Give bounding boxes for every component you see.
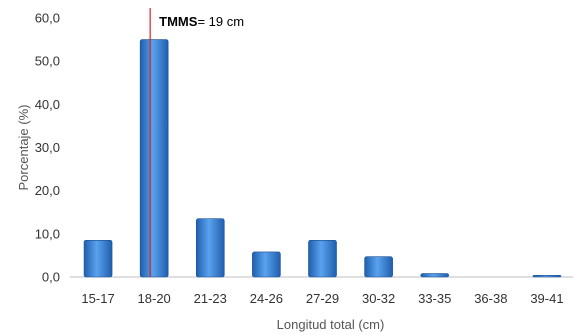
bar-30-32	[364, 256, 393, 278]
x-axis-tick-labels: 15-17 18-20 21-23 24-26 27-29 30-32 33-35 36-38…	[81, 291, 563, 306]
bar-24-26	[252, 251, 281, 278]
bar-33-35	[420, 273, 450, 278]
x-axis-title: Longitud total (cm)	[277, 317, 385, 332]
y-tick-label: 60,0	[35, 11, 60, 26]
x-tick-label: 21-23	[194, 291, 227, 306]
x-tick-label: 33-35	[418, 291, 451, 306]
tmms-annotation: TMMS= 19 cm	[159, 14, 244, 29]
bar-27-29	[308, 240, 337, 278]
y-tick-label: 30,0	[35, 140, 60, 155]
bar-18-20	[139, 39, 169, 278]
tmms-annotation-value: = 19 cm	[197, 14, 244, 29]
y-tick-label: 40,0	[35, 97, 60, 112]
tmms-annotation-bold: TMMS	[159, 14, 198, 29]
bar-39-41	[532, 274, 562, 278]
y-tick-label: 0,0	[42, 270, 60, 285]
x-tick-label: 39-41	[530, 291, 563, 306]
y-tick-label: 20,0	[35, 183, 60, 198]
x-tick-label: 18-20	[138, 291, 171, 306]
x-tick-label: 27-29	[306, 291, 339, 306]
x-tick-label: 15-17	[81, 291, 114, 306]
bars	[83, 39, 562, 278]
y-axis-title: Porcentaje (%)	[16, 105, 31, 191]
y-tick-label: 10,0	[35, 226, 60, 241]
x-tick-label: 36-38	[474, 291, 507, 306]
y-axis-tick-labels: 0,0 10,0 20,0 30,0 40,0 50,0 60,0	[35, 11, 60, 285]
bar-15-17	[83, 240, 113, 278]
x-tick-label: 24-26	[250, 291, 283, 306]
y-tick-label: 50,0	[35, 54, 60, 69]
x-tick-label: 30-32	[362, 291, 395, 306]
bar-21-23	[195, 218, 225, 278]
